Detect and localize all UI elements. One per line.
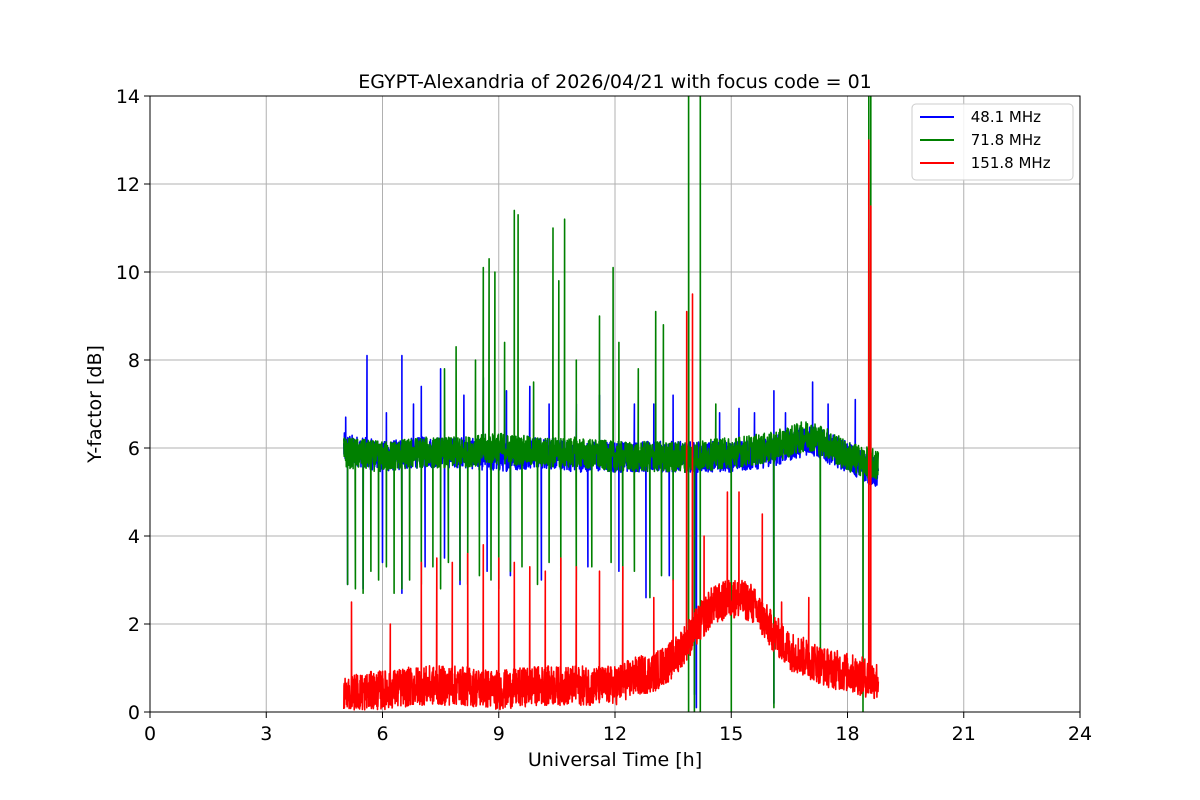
x-tick-label: 3: [260, 723, 272, 745]
x-tick-label: 18: [835, 723, 859, 745]
series-line-71-8-mhz: [343, 96, 880, 712]
y-tick-label: 14: [116, 86, 140, 108]
y-tick-label: 6: [128, 438, 140, 460]
x-tick-label: 12: [603, 723, 627, 745]
x-tick-label: 15: [719, 723, 743, 745]
x-axis-label: Universal Time [h]: [528, 749, 702, 771]
x-tick-label: 24: [1068, 723, 1092, 745]
x-tick-label: 21: [952, 723, 976, 745]
series-line-151-8-mhz: [343, 139, 880, 711]
x-tick-label: 6: [376, 723, 388, 745]
series-layer: [343, 96, 880, 712]
legend-label-48mhz: 48.1 MHz: [966, 108, 1041, 126]
legend-box: [911, 103, 1074, 181]
legend: 48.1 MHz 71.8 MHz 151.8 MHz: [911, 103, 1074, 181]
y-tick-label: 8: [128, 350, 140, 372]
x-tick-label: 0: [144, 723, 156, 745]
y-tick-label: 0: [128, 702, 140, 724]
x-tick-label: 9: [493, 723, 505, 745]
y-tick-label: 10: [116, 262, 140, 284]
y-axis-label: Y-factor [dB]: [84, 345, 106, 464]
chart-title: EGYPT-Alexandria of 2026/04/21 with focu…: [358, 71, 872, 93]
legend-label-71mhz: 71.8 MHz: [966, 131, 1041, 149]
legend-label-151mhz: 151.8 MHz: [966, 154, 1051, 172]
y-tick-label: 2: [128, 614, 140, 636]
y-tick-label: 12: [116, 174, 140, 196]
y-tick-label: 4: [128, 526, 140, 548]
